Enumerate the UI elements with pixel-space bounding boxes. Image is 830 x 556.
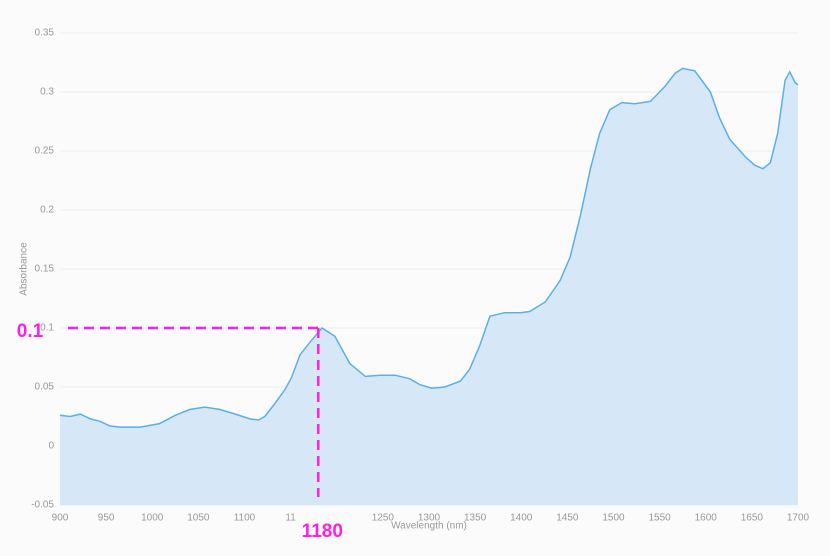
- x-tick-label: 1400: [510, 513, 533, 524]
- y-tick-label: 0.35: [35, 28, 55, 39]
- x-tick-label: 1500: [602, 513, 625, 524]
- x-tick-label: 1350: [464, 513, 487, 524]
- y-tick-label: 0.05: [35, 382, 55, 393]
- x-tick-label: 1700: [787, 513, 810, 524]
- y-tick-label: 0.3: [40, 87, 54, 98]
- y-tick-label: 0: [48, 441, 54, 452]
- y-tick-label: 0.1: [40, 323, 54, 334]
- annotation-x-label: 1180: [302, 521, 343, 542]
- x-tick-label: 1650: [741, 513, 764, 524]
- y-tick-label: 0.15: [35, 264, 55, 275]
- x-tick-label: 11: [285, 513, 296, 524]
- x-tick-label: 1250: [372, 513, 395, 524]
- x-tick-label: 1600: [695, 513, 718, 524]
- y-axis-title: Absorbance: [19, 242, 30, 296]
- area: [60, 68, 798, 506]
- line: [59, 67, 799, 428]
- x-tick-label: 1100: [234, 513, 256, 524]
- x-tick-label: 1000: [141, 513, 164, 524]
- x-tick-label: 1550: [649, 513, 672, 524]
- x-tick-label: 900: [52, 513, 69, 524]
- x-tick-label: 1300: [418, 513, 441, 524]
- y-tick-label: 0.25: [35, 146, 55, 157]
- x-axis-title: Wavelength (nm): [391, 521, 467, 532]
- y-tick-label: 0.2: [40, 205, 54, 216]
- y-tick-label: -0.05: [31, 500, 54, 511]
- x-tick-label: 1450: [556, 513, 579, 524]
- x-tick-label: 950: [98, 513, 115, 524]
- x-tick-label: 1050: [187, 513, 210, 524]
- annotation-y-label: 0.1: [17, 321, 44, 342]
